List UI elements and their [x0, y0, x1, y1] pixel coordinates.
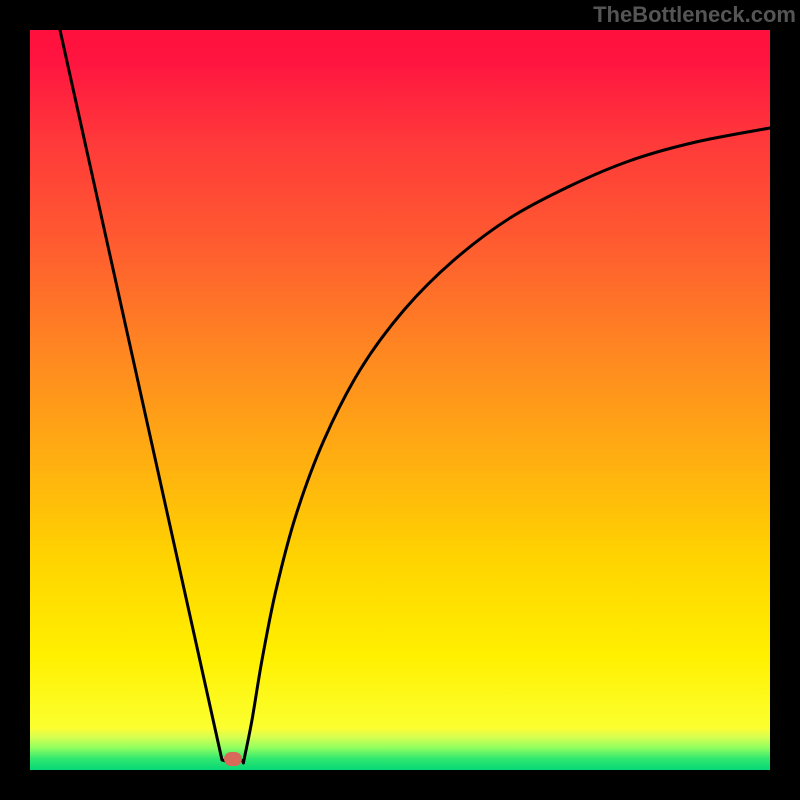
- attribution-text: TheBottleneck.com: [593, 2, 796, 28]
- valley-marker: [224, 752, 242, 766]
- curve: [0, 0, 800, 800]
